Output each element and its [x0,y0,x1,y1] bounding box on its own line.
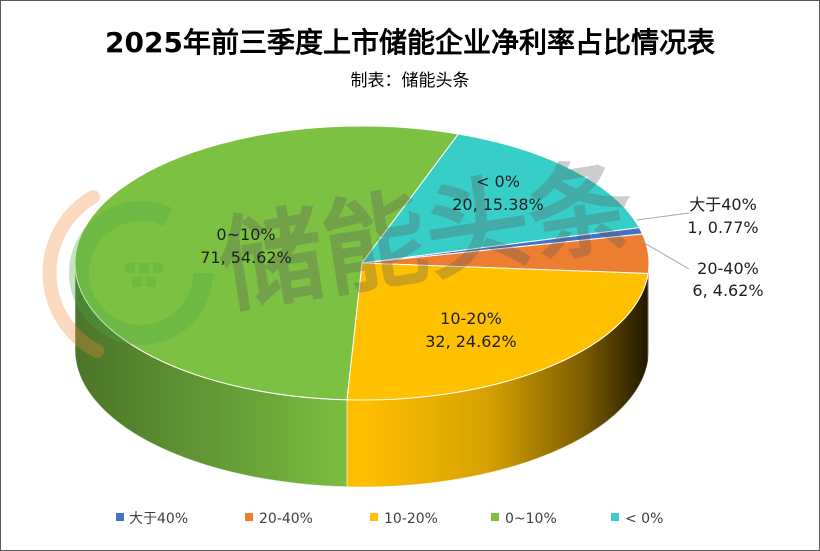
data-label-value: 71, 54.62% [200,248,292,267]
legend-item-20-40: 20-40% [245,511,313,527]
pie-slice-0-10 [74,125,460,401]
legend-label: 大于40% [129,511,188,527]
legend-item-gt-40: 大于40% [116,511,188,527]
legend-swatch [370,513,378,521]
watermark-logo [42,190,213,358]
data-label-lt-0: < 0% 20, 15.38% [452,172,544,214]
leader-line-20-40 [640,240,690,270]
legend-label: 0~10% [505,511,557,527]
legend-label: 20-40% [259,511,313,527]
data-label-category: 0~10% [216,225,275,244]
legend-label: 10-20% [384,511,438,527]
data-label-10-20: 10-20% 32, 24.62% [425,309,517,351]
legend-swatch [245,513,253,521]
leader-line-gt-40 [636,212,690,221]
pie-tops [74,125,650,401]
legend-swatch [491,513,499,521]
legend-item-10-20: 10-20% [370,511,438,527]
legend-swatch [611,513,619,521]
data-label-value: 32, 24.62% [425,332,517,351]
watermark-logo-block [132,277,142,287]
data-label-gt-40: 大于40% 1, 0.77% [687,195,758,237]
watermark-logo-orange-arc [42,190,104,358]
chart-title: 2025年前三季度上市储能企业净利率占比情况表 [105,26,715,59]
data-label-value: 6, 4.62% [692,281,763,300]
watermark-logo-block [139,263,149,273]
pie-slice-10-20 [346,262,649,401]
data-label-20-40: 20-40% 6, 4.62% [692,259,763,300]
legend-swatch [116,513,124,521]
data-label-value: 1, 0.77% [687,218,758,237]
watermark-logo-block [125,263,135,273]
watermark-logo-block [153,263,163,273]
legend-item-0-10: 0~10% [491,511,557,527]
data-label-category: 10-20% [440,309,502,328]
legend-item-lt-0: < 0% [611,511,663,527]
data-label-category: 大于40% [689,195,757,214]
legend: 大于40% 20-40% 10-20% 0~10% < 0% [116,511,663,527]
data-label-0-10: 0~10% 71, 54.62% [200,225,292,267]
chart-subtitle: 制表：储能头条 [350,71,470,91]
data-label-value: 20, 15.38% [452,195,544,214]
legend-label: < 0% [625,511,663,527]
data-label-category: 20-40% [697,259,759,278]
data-label-category: < 0% [476,172,520,191]
watermark-logo-green-ring [69,201,213,345]
pie-slice-lt-0 [360,133,641,264]
watermark-logo-block [146,277,156,287]
